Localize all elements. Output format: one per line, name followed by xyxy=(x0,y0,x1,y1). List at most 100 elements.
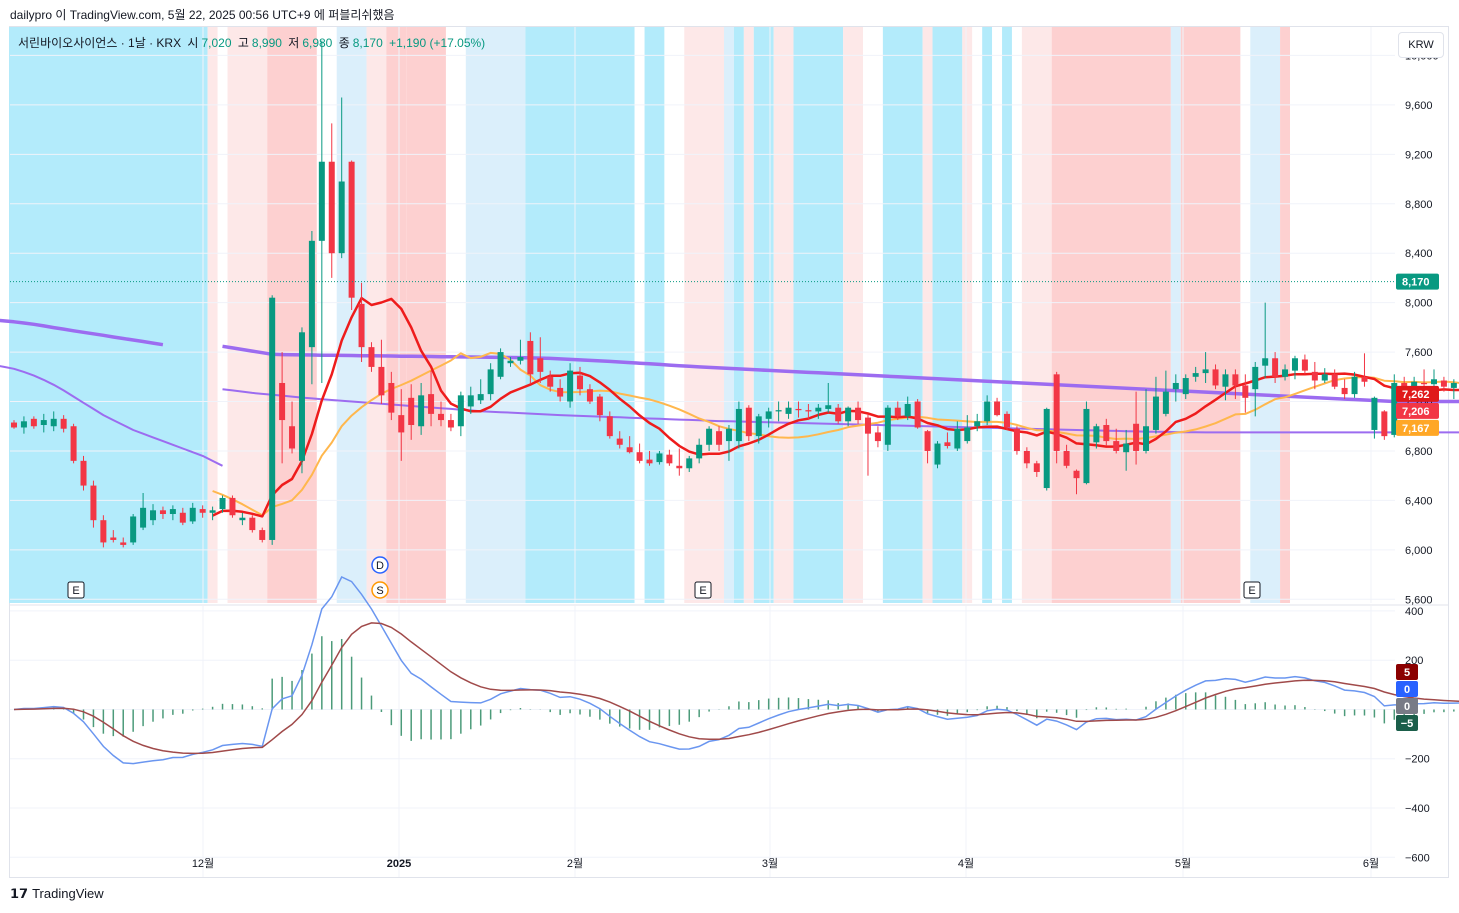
candle-body xyxy=(100,520,107,543)
candle-body xyxy=(527,340,534,375)
bg-band xyxy=(9,27,208,603)
candle-body xyxy=(388,382,395,413)
candle-body xyxy=(199,509,206,513)
bg-band xyxy=(644,27,665,603)
candle-body xyxy=(169,509,176,515)
macd-label-text: 5 xyxy=(1404,667,1410,679)
candle-body xyxy=(1093,426,1100,443)
bg-band xyxy=(723,27,734,603)
candle-body xyxy=(1172,382,1179,390)
candle-body xyxy=(1351,376,1358,395)
candle-body xyxy=(716,431,723,445)
event-marker-label: E xyxy=(1248,585,1255,597)
candle-body xyxy=(1212,369,1219,386)
macd-label-box xyxy=(1396,664,1418,680)
candle-body xyxy=(1143,426,1150,451)
bg-band xyxy=(1021,27,1052,603)
macd-tick-label: −200 xyxy=(1405,754,1430,766)
candle-body xyxy=(11,422,17,428)
candle-body xyxy=(348,161,355,298)
bg-band xyxy=(843,27,864,603)
candle-body xyxy=(1331,374,1338,387)
candle-body xyxy=(1073,470,1080,479)
candle-body xyxy=(1381,411,1388,437)
time-axis-label: 6월 xyxy=(1363,857,1379,870)
bg-band xyxy=(1011,27,1022,603)
candle-body xyxy=(269,297,276,540)
price-label-text: 7,167 xyxy=(1402,423,1430,435)
price-tick-label: 6,400 xyxy=(1405,495,1433,507)
candle-body xyxy=(1321,374,1328,381)
candle-body xyxy=(676,465,683,469)
macd-line xyxy=(13,576,1459,765)
brand-label: TradingView xyxy=(32,886,104,901)
candle-body xyxy=(229,497,236,516)
candle-body xyxy=(467,395,474,407)
candle-body xyxy=(994,401,1001,416)
candle-body xyxy=(696,444,703,459)
candle-body xyxy=(1421,382,1428,385)
currency-button[interactable]: KRW xyxy=(1398,32,1444,58)
macd-label-text: 0 xyxy=(1404,684,1410,696)
symbol-name[interactable]: 서린바이오사이언스 · 1날 · KRX xyxy=(18,36,182,50)
bg-band xyxy=(932,27,963,603)
candle-body xyxy=(318,161,325,241)
low-value: 6,980 xyxy=(302,36,333,50)
candle-body xyxy=(378,366,385,396)
bg-band xyxy=(882,27,923,603)
candle-body xyxy=(50,418,57,427)
bg-band xyxy=(1280,27,1291,603)
candle-body xyxy=(1242,385,1249,398)
macd-tick-label: −400 xyxy=(1405,803,1430,815)
candle-body xyxy=(150,510,157,521)
macd-tick-label: 400 xyxy=(1405,606,1423,618)
high-label: 고 xyxy=(237,36,249,50)
candle-body xyxy=(1401,382,1408,387)
candle-body xyxy=(557,387,564,397)
publish-caption: dailypro 이 TradingView.com, 5월 22, 2025 … xyxy=(10,8,395,22)
candle-body xyxy=(308,240,315,348)
candle-body xyxy=(775,410,782,412)
candle-body xyxy=(130,516,137,543)
tradingview-logo[interactable]: 𝟭𝟳 TradingView xyxy=(10,886,104,902)
macd-label-box xyxy=(1396,698,1418,714)
dividend-marker xyxy=(371,556,389,574)
candle-body xyxy=(60,418,67,429)
candle-body xyxy=(1113,441,1120,451)
candle-body xyxy=(1311,371,1318,381)
bg-band xyxy=(972,27,983,603)
candle-body xyxy=(1391,382,1398,435)
time-axis-label: 3월 xyxy=(762,857,778,870)
candle-body xyxy=(328,161,335,254)
candle-body xyxy=(924,431,931,451)
candle-body xyxy=(1272,358,1279,377)
candle-body xyxy=(289,426,296,449)
price-label-text: 8,170 xyxy=(1402,277,1430,289)
candle-body xyxy=(1440,380,1447,387)
candle-body xyxy=(1341,387,1348,395)
signal-line xyxy=(13,622,1459,755)
candle-body xyxy=(507,360,514,364)
earnings-marker xyxy=(1243,581,1261,599)
macd-label-box xyxy=(1396,681,1418,697)
bg-band xyxy=(406,27,446,603)
candle-body xyxy=(884,407,891,445)
candle-body xyxy=(189,507,196,522)
ma-long-upper-line xyxy=(222,344,1459,404)
candle-body xyxy=(914,401,921,428)
candle-body xyxy=(338,181,345,254)
candle-body xyxy=(457,395,464,427)
candle-body xyxy=(447,420,454,428)
candle-body xyxy=(666,454,673,464)
candle-body xyxy=(159,510,166,515)
bg-band xyxy=(1170,27,1181,603)
candle-body xyxy=(686,458,693,469)
candle-body xyxy=(1252,366,1259,390)
price-label-box xyxy=(1396,385,1439,402)
time-axis-label: 4월 xyxy=(958,857,974,870)
time-axis-label: 2025 xyxy=(387,858,411,870)
bg-band xyxy=(793,27,844,603)
candle-body xyxy=(279,382,286,421)
candle-body xyxy=(110,537,117,540)
